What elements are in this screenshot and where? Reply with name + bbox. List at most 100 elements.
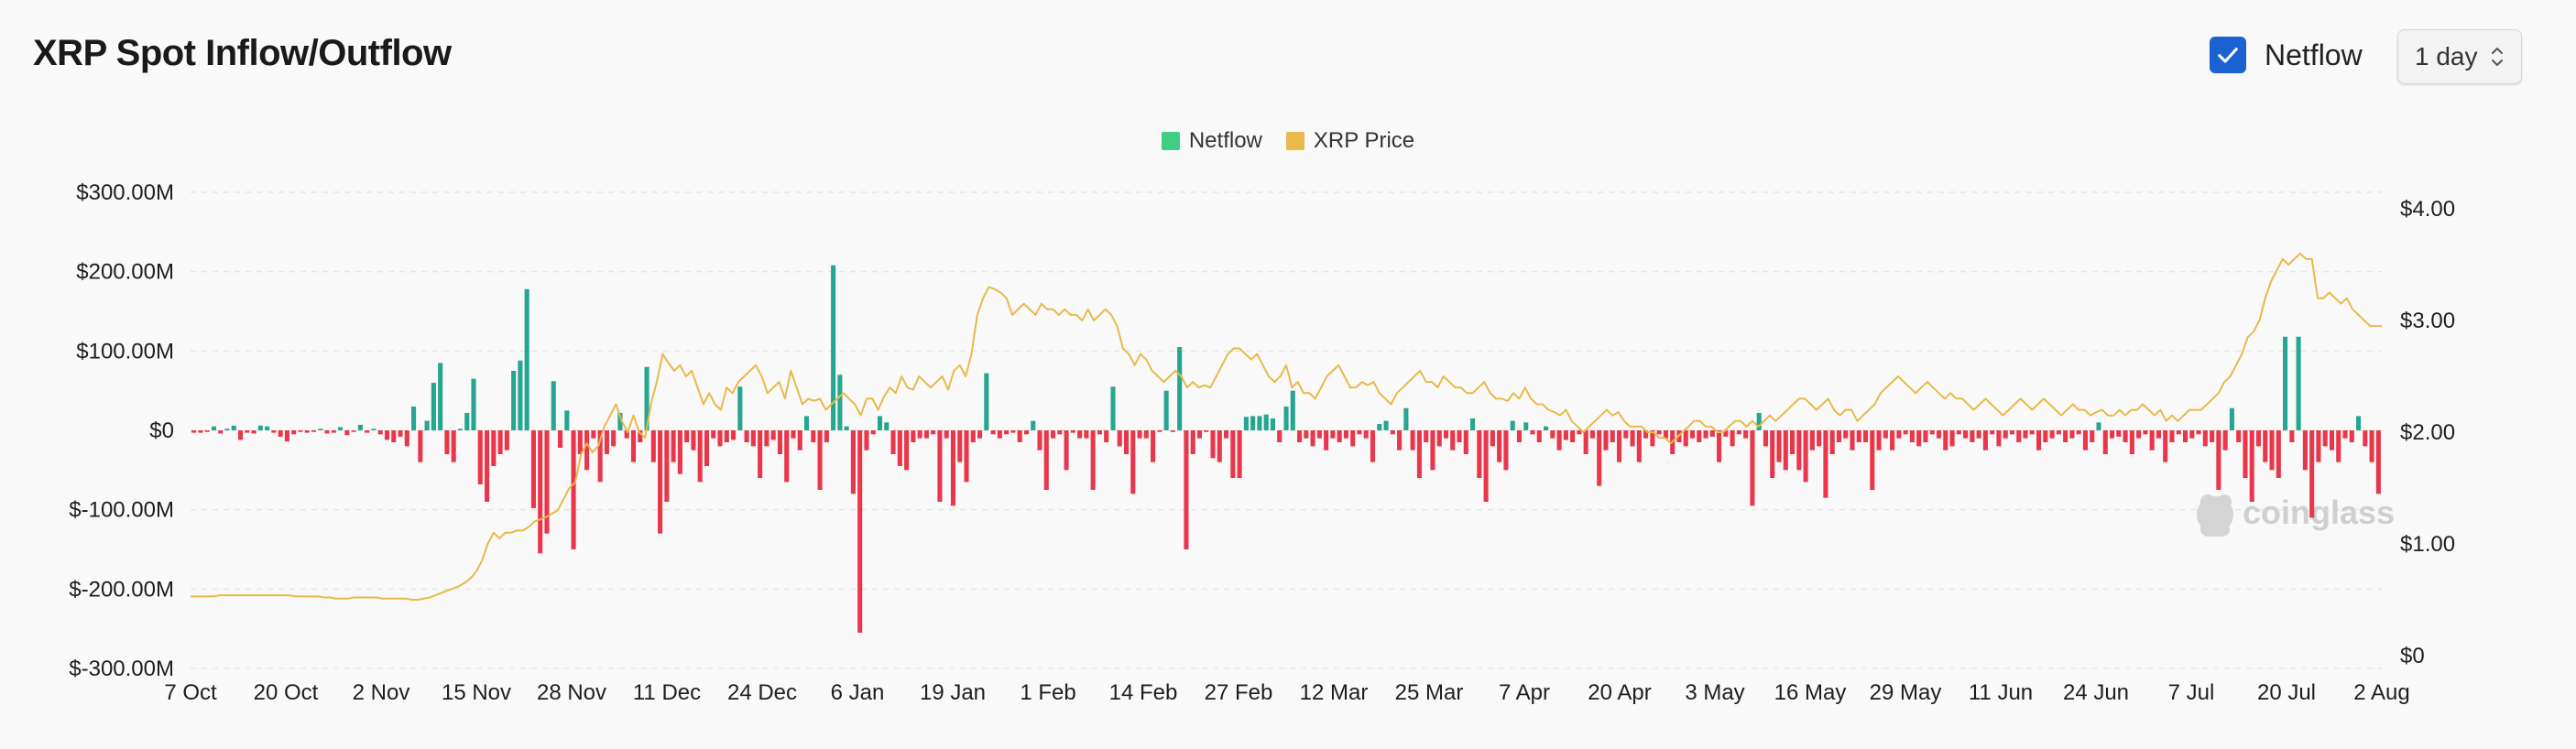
netflow-bar	[811, 430, 816, 442]
netflow-bar	[530, 430, 536, 508]
netflow-bar	[2136, 430, 2142, 439]
netflow-bar	[218, 430, 224, 434]
netflow-bar	[497, 430, 503, 454]
netflow-bar	[211, 426, 216, 430]
netflow-bar	[1170, 430, 1175, 432]
netflow-bar	[1850, 430, 1855, 450]
netflow-bar	[1829, 430, 1835, 454]
netflow-bar	[291, 430, 297, 435]
netflow-bar	[990, 430, 996, 435]
netflow-bar	[638, 430, 643, 442]
netflow-bar	[377, 430, 383, 435]
netflow-bar	[2169, 430, 2175, 442]
netflow-bar	[1523, 422, 1529, 430]
netflow-bar	[1556, 430, 1562, 450]
netflow-bar	[1796, 430, 1802, 471]
netflow-bar	[1870, 430, 1875, 490]
netflow-bar	[1703, 430, 1708, 439]
netflow-bar	[1050, 430, 1056, 439]
netflow-bar	[803, 416, 810, 430]
netflow-bar	[1896, 430, 1902, 439]
netflow-bar	[451, 430, 456, 462]
netflow-bar	[231, 425, 236, 430]
coinglass-logo-icon	[2197, 494, 2233, 537]
netflow-bar	[1963, 430, 1969, 439]
netflow-bar	[1990, 430, 1995, 435]
netflow-bar	[2129, 430, 2134, 454]
netflow-bar	[870, 430, 876, 435]
netflow-bar	[1976, 430, 1981, 439]
netflow-bar	[2156, 430, 2161, 439]
netflow-bar	[1350, 430, 1356, 447]
netflow-bar	[571, 430, 576, 549]
netflow-bar	[791, 430, 796, 439]
netflow-bar	[784, 430, 790, 483]
netflow-bar	[1070, 430, 1075, 433]
netflow-bar	[1403, 407, 1409, 430]
netflow-bar	[351, 430, 356, 432]
netflow-bar	[1424, 430, 1429, 442]
netflow-bar	[844, 426, 849, 430]
netflow-bar	[1856, 430, 1861, 442]
netflow-bar	[2090, 430, 2095, 442]
netflow-bar	[1204, 430, 1209, 432]
netflow-bar	[2243, 430, 2248, 478]
netflow-bar	[1550, 430, 1555, 439]
netflow-bar	[2229, 407, 2234, 430]
netflow-bar	[2110, 430, 2115, 439]
netflow-bar	[484, 430, 490, 502]
netflow-bar	[271, 430, 277, 433]
netflow-bar	[597, 430, 603, 483]
netflow-bar	[524, 288, 529, 430]
netflow-bar	[2182, 430, 2189, 442]
netflow-bar	[1589, 430, 1595, 439]
netflow-bar	[551, 381, 556, 430]
legend-item-netflow[interactable]: Netflow	[1161, 128, 1262, 154]
netflow-bar	[750, 430, 756, 447]
netflow-bar	[404, 430, 409, 447]
netflow-bar	[2283, 336, 2288, 430]
netflow-bar	[1503, 430, 1509, 471]
y-right-tick-label: $4.00	[2400, 197, 2455, 222]
netflow-bar	[1370, 430, 1376, 462]
netflow-bar	[897, 430, 902, 466]
legend-item-xrp-price[interactable]: XRP Price	[1285, 128, 1414, 154]
netflow-bar	[664, 430, 670, 502]
netflow-bar	[1190, 430, 1195, 454]
netflow-bar	[2102, 430, 2108, 454]
netflow-bar	[2069, 430, 2075, 439]
netflow-bar	[1477, 430, 1482, 478]
netflow-bar	[1390, 430, 1395, 435]
netflow-bar	[2236, 430, 2242, 442]
netflow-bar	[344, 430, 350, 436]
netflow-bar	[457, 429, 463, 430]
x-tick-label: 7 Apr	[1499, 680, 1550, 705]
netflow-bar	[1324, 430, 1329, 450]
netflow-bar	[2036, 430, 2042, 450]
netflow-bar	[937, 430, 943, 502]
netflow-bar	[2210, 430, 2215, 442]
netflow-bar	[2263, 430, 2268, 462]
netflow-bar	[464, 412, 470, 430]
netflow-bar	[1064, 430, 1069, 471]
x-tick-label: 25 Mar	[1395, 680, 1464, 705]
netflow-bar	[2009, 430, 2015, 435]
netflow-bar	[2316, 430, 2321, 462]
netflow-bar	[890, 430, 896, 454]
netflow-bar	[1943, 430, 1948, 450]
netflow-checkbox[interactable]	[2210, 37, 2246, 73]
netflow-bar	[1363, 430, 1369, 439]
netflow-bar	[471, 378, 476, 430]
y-left-tick-label: $300.00M	[76, 180, 174, 205]
netflow-bar	[1017, 430, 1022, 442]
netflow-bar	[864, 430, 869, 450]
netflow-bar	[2123, 430, 2128, 442]
y-right-tick-label: $3.00	[2400, 309, 2455, 333]
interval-select[interactable]: 1 day	[2397, 29, 2522, 84]
y-left-tick-label: $200.00M	[76, 260, 174, 285]
netflow-bar	[398, 430, 403, 437]
netflow-bar	[1210, 430, 1216, 459]
netflow-bar	[737, 386, 743, 430]
netflow-bar	[1750, 430, 1755, 506]
netflow-toggle[interactable]: Netflow	[2210, 37, 2363, 73]
